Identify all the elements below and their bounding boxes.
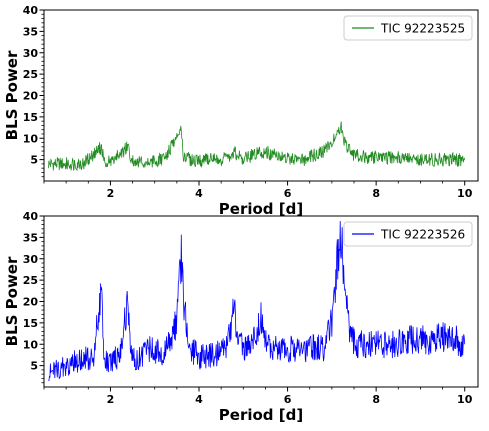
y-tick-label: 10 — [23, 338, 39, 351]
legend-entry: TIC 92223525 — [380, 22, 465, 36]
y-tick-label: 10 — [23, 132, 39, 145]
legend-box — [343, 221, 473, 247]
x-tick-label: 2 — [107, 393, 115, 406]
x-tick-label: 10 — [457, 187, 473, 200]
x-tick-label: 2 — [107, 187, 115, 200]
legend-entry: TIC 92223526 — [380, 228, 465, 242]
y-tick-label: 15 — [23, 317, 38, 330]
y-tick-label: 25 — [23, 68, 38, 81]
y-tick-label: 40 — [23, 210, 39, 223]
x-tick-label: 6 — [284, 187, 292, 200]
x-axis-label: Period [d] — [219, 200, 303, 218]
x-tick-label: 10 — [457, 393, 473, 406]
x-tick-label: 6 — [284, 393, 292, 406]
y-tick-label: 30 — [23, 47, 39, 60]
x-tick-label: 8 — [372, 393, 380, 406]
y-axis-label: BLS Power — [3, 50, 21, 140]
y-tick-label: 35 — [23, 231, 38, 244]
y-tick-label: 25 — [23, 274, 38, 287]
x-tick-label: 8 — [372, 187, 380, 200]
x-tick-label: 4 — [195, 393, 203, 406]
top-panel: TIC 92223525 2 4 6 8 10 5 10 15 20 25 30 35 40 Period … — [3, 4, 479, 218]
series-line-1-0 — [48, 220, 466, 381]
legend-box — [343, 15, 473, 41]
y-axis-label: BLS Power — [3, 256, 21, 346]
y-tick-label: 30 — [23, 253, 39, 266]
y-tick-label: 20 — [23, 296, 39, 309]
y-tick-label: 5 — [30, 154, 38, 167]
series-line-0-0 — [48, 121, 466, 172]
y-tick-label: 40 — [23, 4, 39, 17]
y-tick-label: 15 — [23, 111, 38, 124]
bottom-panel: TIC 92223526 2 4 6 8 10 5 10 15 20 25 30 35 40 Period … — [3, 210, 479, 424]
y-tick-label: 20 — [23, 90, 39, 103]
x-axis-label: Period [d] — [219, 406, 303, 424]
y-tick-label: 35 — [23, 25, 38, 38]
x-tick-label: 4 — [195, 187, 203, 200]
y-tick-label: 5 — [30, 360, 38, 373]
